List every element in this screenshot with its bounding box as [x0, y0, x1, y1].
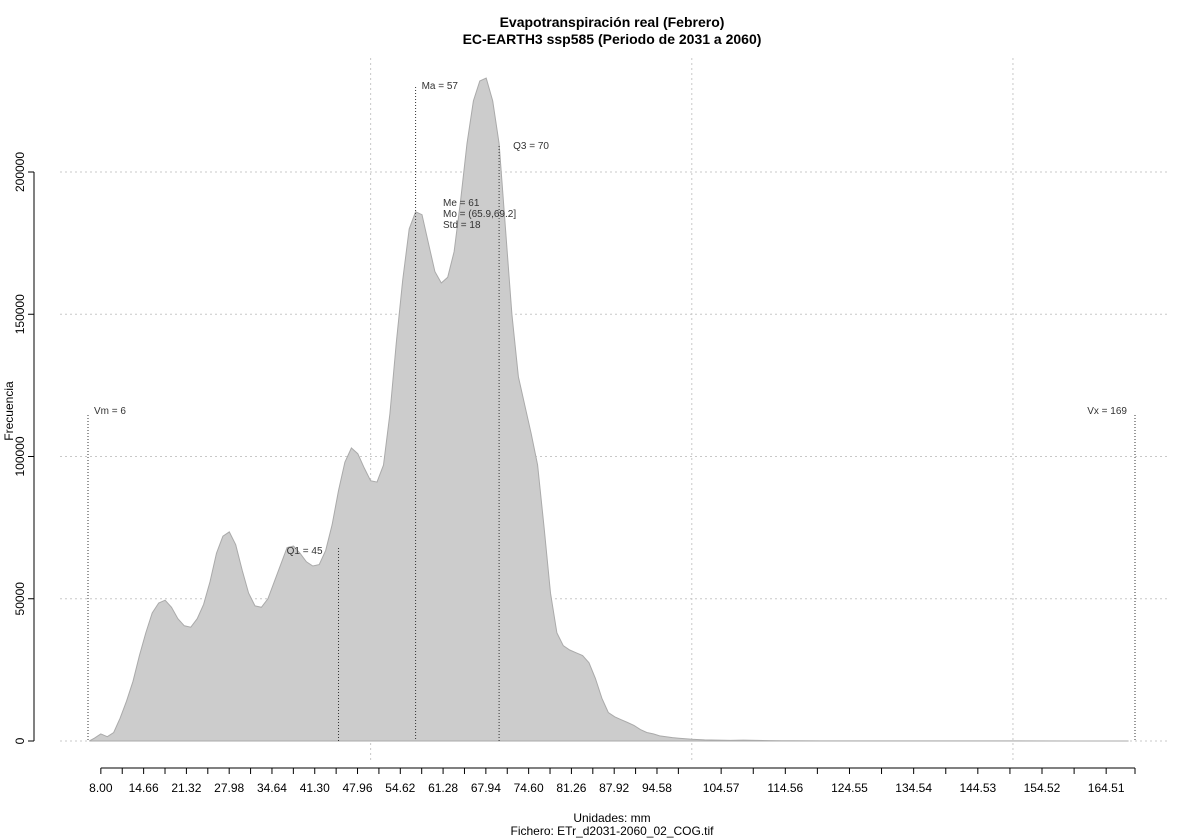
y-tick-label: 50000: [13, 582, 27, 616]
x-tick-label: 34.64: [257, 781, 287, 795]
x-tick-label: 47.96: [343, 781, 373, 795]
x-tick-label: 154.52: [1024, 781, 1061, 795]
x-tick-label: 14.66: [129, 781, 159, 795]
stat-summary-line: Std = 18: [443, 220, 481, 231]
x-tick-label: 124.55: [831, 781, 868, 795]
x-tick-label: 114.56: [767, 781, 803, 795]
x-tick-label: 134.54: [895, 781, 932, 795]
x-tick-label: 164.51: [1088, 781, 1125, 795]
stat-label: Vx = 169: [1087, 406, 1127, 417]
y-tick-label: 100000: [13, 436, 27, 476]
x-tick-label: 144.53: [959, 781, 996, 795]
stat-label: Q1 = 45: [287, 546, 323, 557]
y-tick-label: 200000: [13, 152, 27, 192]
stat-label: Ma = 57: [422, 81, 459, 92]
x-tick-label: 21.32: [171, 781, 201, 795]
x-tick-label: 104.57: [703, 781, 740, 795]
x-axis-label: Unidades: mm: [573, 811, 650, 825]
y-tick-label: 0: [13, 737, 27, 744]
x-tick-label: 87.92: [599, 781, 629, 795]
x-axis: 8.00 14.66 21.32 27.98 34.64 41.30 47.96 54.62 6…: [89, 767, 1136, 795]
x-tick-label: 61.28: [428, 781, 458, 795]
stat-summary-line: Mo = (65.9,69.2]: [443, 209, 516, 220]
y-axis: 0 50000 100000 150000 200000: [13, 152, 35, 744]
density-area: [89, 77, 1129, 742]
y-tick-label: 150000: [13, 294, 27, 334]
x-tick-label: 8.00: [89, 781, 113, 795]
x-tick-label: 74.60: [514, 781, 544, 795]
x-tick-label: 94.58: [642, 781, 672, 795]
stat-label: Vm = 6: [94, 406, 126, 417]
x-tick-label: 27.98: [214, 781, 244, 795]
chart-subtitle: EC-EARTH3 ssp585 (Periodo de 2031 a 2060…: [463, 31, 762, 47]
x-tick-label: 67.94: [471, 781, 501, 795]
file-caption: Fichero: ETr_d2031-2060_02_COG.tif: [511, 824, 715, 838]
x-tick-label: 41.30: [300, 781, 330, 795]
stat-summary-line: Me = 61: [443, 198, 480, 209]
stat-label: Q3 = 70: [513, 141, 549, 152]
y-axis-label: Frecuencia: [2, 381, 16, 441]
chart-title: Evapotranspiración real (Febrero): [500, 14, 725, 30]
statistic-lines: Vm = 6 Q1 = 45 Ma = 57 Q3 = 70 Vx = 169 Me = …: [87, 81, 1136, 741]
x-tick-label: 81.26: [556, 781, 586, 795]
x-tick-label: 54.62: [385, 781, 415, 795]
